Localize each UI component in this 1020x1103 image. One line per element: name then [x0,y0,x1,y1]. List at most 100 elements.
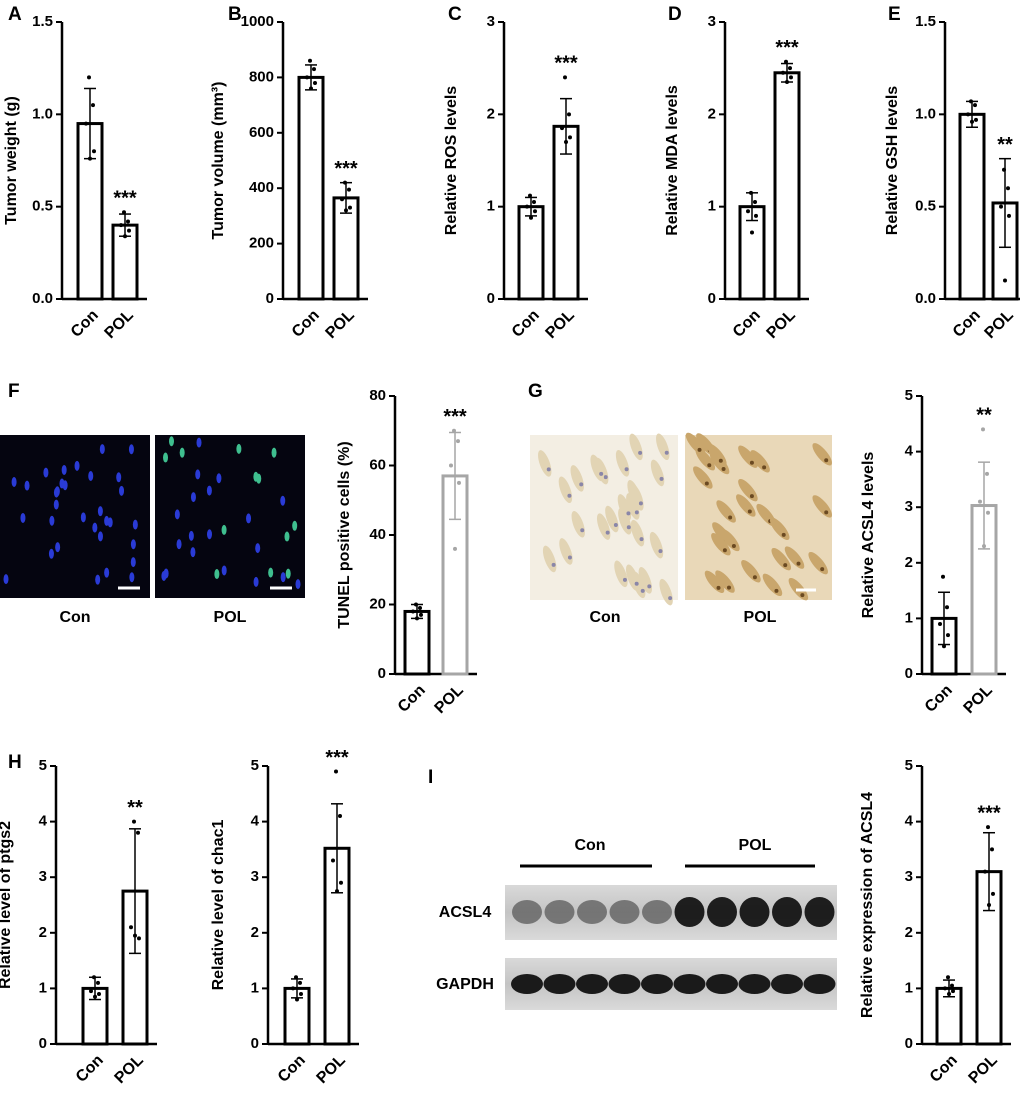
nucleus [43,467,49,478]
y-tick-label: 2 [487,105,495,122]
data-point [457,480,461,485]
data-point [415,616,419,621]
data-point [92,975,96,980]
nucleus [626,525,631,530]
significance: *** [334,158,358,180]
data-point [334,769,338,774]
image-label: POL [214,609,247,626]
panel-letter: B [228,4,242,25]
y-tick-label: 5 [251,757,259,774]
image-pol [155,435,305,598]
y-tick-label: 0 [905,1035,913,1052]
data-point [298,980,302,985]
data-point [564,140,568,145]
data-point [991,891,995,896]
x-tick-label: POL [543,307,578,342]
y-tick-label: 2 [39,924,47,941]
data-point [418,605,422,610]
data-point [93,994,97,999]
significance: ** [997,134,1013,156]
y-tick-label: 4 [251,813,260,830]
data-point [750,230,754,235]
nucleus [697,447,702,452]
nucleus [190,492,196,503]
band [641,974,673,994]
nucleus [624,467,629,472]
nucleus [49,515,55,526]
y-tick-label: 2 [905,924,913,941]
bar [403,609,431,676]
y-tick-label: 5 [905,387,913,404]
data-point [746,209,750,214]
x-tick-label: Con [730,307,764,341]
y-tick-label: 4 [905,813,914,830]
data-point [122,210,126,215]
y-axis-label: Relative expression of ACSL4 [859,792,876,1018]
y-tick-label: 0 [708,290,716,307]
x-tick-label: Con [922,682,956,716]
x-tick-label: POL [102,307,137,342]
nucleus [599,471,604,476]
significance: ** [976,405,992,427]
y-tick-label: 1 [39,979,47,996]
bar [738,205,766,301]
bar [517,205,545,301]
data-point [414,602,418,607]
nucleus [664,450,669,455]
nucleus [176,539,182,550]
nucleus [622,577,627,582]
data-point [999,204,1003,209]
data-point [133,933,137,938]
nucleus [752,575,757,580]
data-point [344,208,348,213]
nucleus [61,464,67,475]
y-axis-label: Tumor weight (g) [3,96,20,225]
nucleus [130,539,136,550]
band [804,897,835,927]
nucleus [638,450,643,455]
nucleus [221,524,227,535]
data-point [781,70,785,75]
data-point [754,213,758,218]
row-label: ACSL4 [439,904,492,921]
image-label: Con [589,609,620,626]
nucleus [174,509,180,520]
band [608,974,641,994]
nucleus [707,463,712,468]
nucleus [80,512,86,523]
nucleus [119,485,125,496]
nucleus [11,477,17,488]
group-label: POL [739,837,772,854]
nucleus [130,557,136,568]
data-point [449,463,453,468]
data-point [308,58,312,63]
nucleus [613,523,618,528]
y-tick-label: 3 [487,13,495,30]
data-point [938,621,942,626]
nucleus [206,485,212,496]
ihc-images [530,432,833,606]
data-point [1002,167,1006,172]
nucleus [253,471,259,482]
bar [958,112,986,301]
nucleus [129,572,135,583]
y-tick-label: 0 [39,1035,47,1052]
x-tick-label: Con [275,1052,309,1086]
x-tick-label: Con [73,1052,107,1086]
bar [773,71,801,301]
y-axis-label: Relative level of chac1 [210,820,227,991]
x-tick-label: POL [432,682,467,717]
nucleus [128,444,134,455]
y-axis-label: Relative ACSL4 levels [860,452,877,619]
data-point [978,499,982,504]
nucleus [546,467,551,472]
data-point [127,228,131,233]
group-label: Con [574,837,605,854]
data-point [137,936,141,941]
data-point [96,980,100,985]
nucleus [747,509,752,514]
fluorescence-images [0,435,305,598]
nucleus [783,563,788,568]
bar [76,122,104,301]
